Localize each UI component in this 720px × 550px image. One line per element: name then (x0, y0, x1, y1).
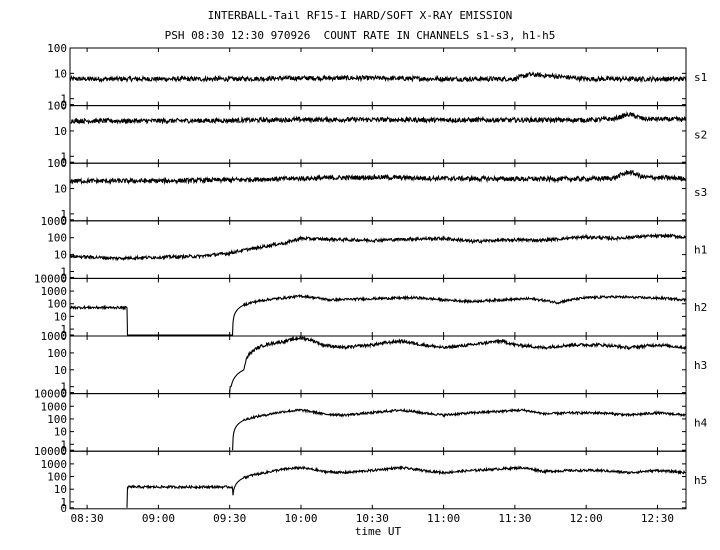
y-tick-label: 1 (60, 265, 67, 278)
y-tick-label: 100 (47, 298, 67, 311)
series-line-s1 (69, 71, 687, 84)
y-tick-label: 100 (47, 347, 67, 360)
y-tick-label: 100 (47, 157, 67, 170)
y-tick-label: 100 (47, 232, 67, 245)
y-tick-label: 100 (47, 471, 67, 484)
panel-label: s3 (694, 186, 707, 199)
series-line-h3 (229, 335, 687, 393)
y-tick-label: 10 (54, 426, 67, 439)
panel-label: s1 (694, 71, 707, 84)
y-tick-label: 10 (54, 310, 67, 323)
y-tick-label: 1000 (41, 400, 68, 413)
y-tick-label: 10 (54, 364, 67, 377)
x-tick-label: 08:30 (71, 512, 104, 525)
series-line-s3 (69, 169, 687, 186)
panel-frame (69, 393, 687, 452)
y-tick-label: 1 (60, 381, 67, 394)
y-tick-label: 1000 (41, 285, 68, 298)
panel-frame (69, 162, 687, 222)
y-tick-label: 0 (60, 271, 67, 284)
y-tick-label: 1 (60, 93, 67, 106)
x-tick-label: 09:00 (142, 512, 175, 525)
panel-label: s2 (694, 128, 707, 141)
y-tick-label: 0 (60, 99, 67, 112)
y-tick-label: 0 (60, 156, 67, 169)
y-tick-label: 1 (60, 438, 67, 451)
y-tick-label: 10000 (34, 388, 67, 401)
panel-frame (69, 105, 687, 164)
y-tick-label: 1 (60, 150, 67, 163)
y-tick-label: 0 (60, 214, 67, 227)
x-tick-label: 11:00 (427, 512, 460, 525)
chart-subtitle: PSH 08:30 12:30 970926 COUNT RATE IN CHA… (164, 29, 556, 42)
y-tick-label: 1000 (41, 215, 68, 228)
series-line-h5 (126, 465, 687, 508)
y-tick-label: 0 (60, 329, 67, 342)
y-tick-label: 10000 (34, 272, 67, 285)
y-tick-label: 10 (54, 125, 67, 138)
series-line-h1 (69, 232, 687, 262)
y-tick-label: 100 (47, 42, 67, 55)
x-tick-label: 11:30 (498, 512, 531, 525)
panel-label: h3 (694, 359, 707, 372)
y-tick-label: 10000 (34, 445, 67, 458)
x-tick-label: 09:30 (213, 512, 246, 525)
series-line-h4 (232, 407, 687, 451)
panel-frame (69, 450, 687, 510)
panel-frame (69, 277, 687, 337)
y-tick-label: 1 (60, 208, 67, 221)
series-line-s2 (69, 110, 687, 125)
panel-frame (69, 220, 687, 279)
panel-label: h4 (694, 416, 708, 429)
y-tick-label: 0 (60, 387, 67, 400)
y-tick-label: 100 (47, 413, 67, 426)
panel-label: h5 (694, 474, 707, 487)
y-tick-label: 10 (54, 67, 67, 80)
x-tick-label: 12:30 (641, 512, 674, 525)
y-tick-label: 0 (60, 502, 67, 515)
panel-label: h2 (694, 301, 707, 314)
panel-label: h1 (694, 244, 707, 257)
x-axis-label: time UT (355, 525, 402, 538)
x-tick-label: 12:00 (570, 512, 603, 525)
x-tick-label: 10:30 (356, 512, 389, 525)
y-tick-label: 1 (60, 323, 67, 336)
series-line-h2 (69, 294, 687, 336)
y-tick-label: 1000 (41, 458, 68, 471)
chart-title: INTERBALL-Tail RF15-I HARD/SOFT X-RAY EM… (207, 9, 513, 22)
y-tick-label: 10 (54, 183, 67, 196)
y-tick-label: 100 (47, 100, 67, 113)
y-tick-label: 0 (60, 444, 67, 457)
y-tick-label: 1 (60, 496, 67, 509)
y-tick-label: 10 (54, 249, 67, 262)
x-tick-label: 10:00 (284, 512, 317, 525)
y-tick-label: 1000 (41, 330, 68, 343)
y-tick-label: 10 (54, 483, 67, 496)
